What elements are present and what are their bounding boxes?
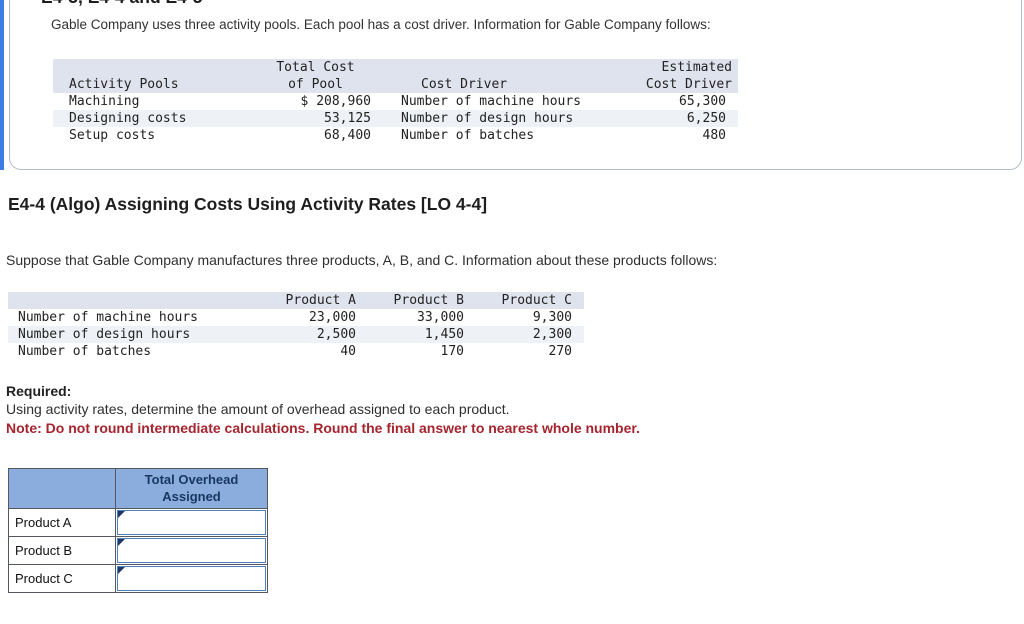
answer-marker-icon [118,567,125,574]
answer-header-cell: Total Overhead Assigned [115,468,268,509]
answer-row: Product C [8,564,268,593]
answer-input-box [117,538,266,563]
header-cell-activity-pools: Activity Pools [53,76,248,93]
metric-label-cell: Number of machine hours [18,310,199,325]
required-label: Required: [6,383,72,399]
header-cell-cost-driver: Cost Driver [383,76,628,93]
products-header-row: Product A Product B Product C [8,292,584,309]
answer-input-product-a[interactable] [118,511,265,534]
activity-pools-header-row-2: Activity Pools of Pool Cost Driver Cost … [53,76,738,93]
metric-b-cell: 1,450 [368,326,476,343]
pool-name-cell: Designing costs [53,110,248,127]
header-cell-product-c: Product C [476,292,584,309]
required-text: Using activity rates, determine the amou… [6,401,510,417]
answer-marker-icon [118,539,125,546]
pool-driver-cell: Number of design hours [383,110,628,127]
product-metric-row: Number of design hours 2,500 1,450 2,300 [8,326,584,343]
problem-title: E4-4 (Algo) Assigning Costs Using Activi… [8,194,488,214]
answer-value-cell [115,564,268,593]
header-cell-of-pool: of Pool [248,76,383,93]
answer-row: Product A [8,508,268,537]
answer-input-box [117,510,266,535]
header-cell-product-a: Product A [263,292,368,309]
shared-info-card: E4-3, E4-4 and E4-5 Gable Company uses t… [9,0,1022,170]
metric-label-cell: Number of design hours [8,326,263,343]
note-text: Note: Do not round intermediate calculat… [6,420,640,436]
products-table: Product A Product B Product C Number of … [8,292,584,360]
pool-est-cell: 6,250 [628,110,738,127]
activity-pool-row: Setup costs 68,400 Number of batches 480 [53,127,738,144]
metric-c-cell: 270 [548,344,572,359]
answer-row-label: Product A [8,508,116,537]
active-question-accent [0,0,4,170]
pool-est-cell: 480 [702,128,726,143]
metric-c-cell: 9,300 [532,310,572,325]
header-cell-product-b: Product B [368,292,476,309]
pool-name-cell: Machining [69,94,140,109]
metric-c-cell: 2,300 [476,326,584,343]
answer-input-box [117,566,266,591]
activity-pool-row: Designing costs 53,125 Number of design … [53,110,738,127]
metric-label-cell: Number of batches [18,344,152,359]
answer-value-cell [115,536,268,565]
problem2-intro: Suppose that Gable Company manufactures … [6,252,718,268]
header-cell-blank [53,59,248,76]
metric-a-cell: 2,500 [263,326,368,343]
answer-header-blank-cell [8,468,116,509]
pool-driver-cell: Number of machine hours [401,94,582,109]
problem1-intro: Gable Company uses three activity pools.… [51,17,711,32]
answer-table: Total Overhead Assigned Product A Produc… [8,468,268,593]
product-metric-row: Number of batches 40 170 270 [8,343,584,360]
answer-row-label: Product C [8,564,116,593]
metric-b-cell: 170 [440,344,464,359]
header-cell-blank [383,59,628,76]
activity-pools-table: Total Cost Estimated Activity Pools of P… [53,59,738,144]
pool-est-cell: 65,300 [679,94,726,109]
metric-a-cell: 23,000 [309,310,356,325]
answer-row: Product B [8,536,268,565]
answer-value-cell [115,508,268,537]
pool-name-cell: Setup costs [69,128,156,143]
metric-b-cell: 33,000 [417,310,464,325]
answer-header-row: Total Overhead Assigned [8,468,268,509]
pool-cost-cell: 68,400 [324,128,371,143]
pool-cost-cell: $ 208,960 [300,94,371,109]
activity-pool-row: Machining $ 208,960 Number of machine ho… [53,93,738,110]
answer-marker-icon [118,511,125,518]
header-cell-est-cost-driver: Cost Driver [628,76,738,93]
answer-input-product-c[interactable] [118,567,265,590]
header-cell-blank [8,292,263,309]
answer-row-label: Product B [8,536,116,565]
metric-a-cell: 40 [340,344,356,359]
pool-driver-cell: Number of batches [401,128,535,143]
activity-pools-header-row-1: Total Cost Estimated [53,59,738,76]
header-cell-estimated: Estimated [628,59,738,76]
pool-cost-cell: 53,125 [248,110,383,127]
product-metric-row: Number of machine hours 23,000 33,000 9,… [8,309,584,326]
header-cell-total-cost: Total Cost [248,59,383,76]
previous-title-fragment: E4-3, E4-4 and E4-5 [41,0,202,8]
answer-input-product-b[interactable] [118,539,265,562]
